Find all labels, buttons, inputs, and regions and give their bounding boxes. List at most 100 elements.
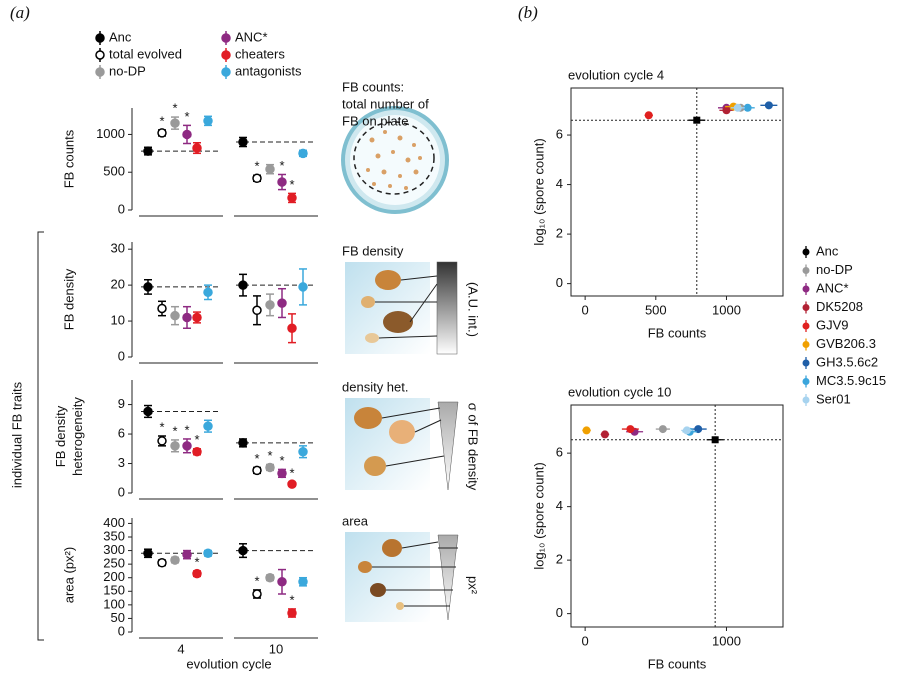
legend-dot — [95, 67, 105, 77]
dot — [143, 406, 153, 417]
y-tick-label: 9 — [118, 396, 125, 411]
dot — [170, 441, 180, 451]
y-tick-label: 1000 — [96, 126, 125, 141]
y-tick-label: 6 — [118, 425, 125, 440]
legend-dot — [802, 396, 810, 404]
scale-label: σ of FB density — [466, 403, 481, 491]
x-tick-label: 500 — [645, 302, 667, 317]
x-axis-label: evolution cycle — [186, 656, 271, 671]
dot — [203, 548, 213, 559]
y-tick-label: 4 — [556, 176, 563, 191]
x-tick-label: 1000 — [712, 302, 741, 317]
dot — [238, 137, 248, 147]
illustration-label: FB on plate — [342, 113, 409, 128]
x-axis-label: FB counts — [648, 325, 707, 340]
point — [658, 425, 667, 434]
illustration-label: FB density — [342, 243, 404, 258]
point — [743, 103, 752, 112]
y-tick-label: 400 — [103, 515, 125, 530]
y-axis-label: FB density — [61, 268, 76, 330]
y-tick-label: 0 — [118, 348, 125, 363]
dot — [192, 568, 202, 579]
legend-dot — [802, 322, 810, 330]
dot — [143, 548, 153, 559]
dot — [143, 146, 153, 156]
significance-star: * — [267, 448, 272, 463]
point — [600, 430, 609, 439]
dot — [192, 143, 202, 153]
subplot-title: evolution cycle 10 — [568, 384, 671, 399]
y-tick-label: 150 — [103, 583, 125, 598]
dot — [192, 446, 202, 457]
panel-label: (a) — [10, 3, 30, 22]
y-tick-label: 50 — [111, 610, 125, 625]
y-tick-label: 3 — [118, 455, 125, 470]
dot — [287, 193, 297, 203]
x-tick-label: 4 — [177, 641, 184, 656]
dot — [298, 577, 308, 587]
panel-label: (b) — [518, 3, 538, 22]
legend-label: total evolved — [109, 46, 182, 61]
significance-star: * — [194, 432, 199, 447]
dot — [170, 118, 180, 128]
dot — [203, 116, 213, 126]
y-tick-label: 2 — [556, 226, 563, 241]
significance-star: * — [159, 113, 164, 128]
point — [711, 436, 719, 444]
significance-star: * — [279, 453, 284, 468]
legend-dot — [221, 33, 231, 43]
dot — [238, 438, 248, 448]
legend-dot — [802, 285, 810, 293]
y-tick-label: 250 — [103, 556, 125, 571]
point — [644, 111, 653, 120]
significance-star: * — [279, 158, 284, 173]
legend-dot — [802, 267, 810, 274]
y-axis-label: heterogeneity — [70, 397, 85, 476]
dot — [203, 421, 213, 431]
legend-label: no-DP — [816, 262, 853, 277]
point — [682, 426, 691, 435]
y-tick-label: 350 — [103, 528, 125, 543]
dot — [298, 282, 308, 292]
point — [764, 101, 773, 110]
significance-star: * — [254, 451, 259, 466]
dot — [192, 312, 202, 323]
legend-label: no-DP — [109, 63, 146, 78]
legend-dot — [221, 67, 231, 77]
dot — [170, 555, 180, 565]
dot — [157, 303, 167, 314]
dot — [157, 128, 167, 138]
significance-star: * — [172, 101, 177, 116]
dot — [157, 558, 167, 568]
dot — [287, 323, 297, 333]
y-tick-label: 300 — [103, 542, 125, 557]
x-tick-label: 1000 — [712, 633, 741, 648]
legend-dot — [802, 304, 810, 311]
illustration-label: FB counts: — [342, 79, 404, 94]
dot — [287, 608, 297, 618]
y-tick-label: 2 — [556, 552, 563, 567]
dot — [182, 312, 192, 323]
dot — [252, 589, 262, 599]
dot — [277, 468, 287, 479]
significance-star: * — [184, 109, 189, 124]
point — [722, 106, 731, 115]
side-label: individual FB traits — [9, 381, 24, 488]
significance-star: * — [172, 423, 177, 438]
y-axis-label: FB counts — [61, 129, 76, 188]
y-tick-label: 500 — [103, 164, 125, 179]
legend-label: ANC* — [816, 280, 849, 295]
significance-star: * — [289, 177, 294, 192]
point — [582, 426, 591, 435]
illustration-label: total number of — [342, 96, 429, 111]
legend-label: MC3.5.9c15 — [816, 373, 886, 388]
legend-dot — [802, 359, 810, 367]
legend-label: antagonists — [235, 63, 302, 78]
legend-label: Anc — [109, 29, 132, 44]
plot-frame — [570, 404, 784, 628]
x-axis-label: FB counts — [648, 656, 707, 671]
y-axis-label: log₁₀ (spore count) — [531, 138, 546, 245]
y-tick-label: 6 — [556, 126, 563, 141]
y-tick-label: 0 — [118, 484, 125, 499]
